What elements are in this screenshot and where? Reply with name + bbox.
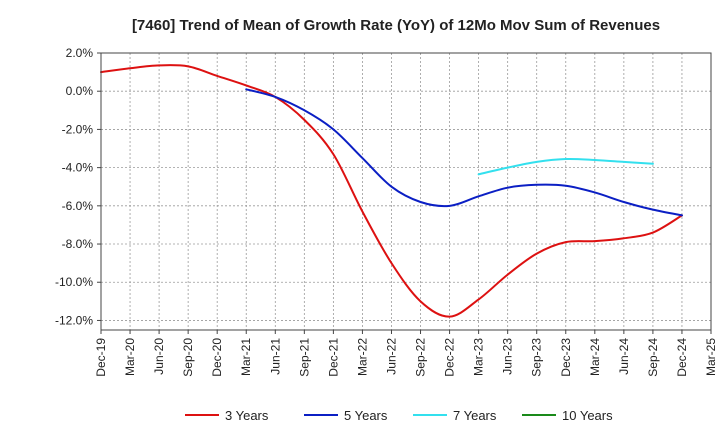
x-tick-label: Sep-22 bbox=[414, 338, 428, 377]
x-tick-label: Dec-24 bbox=[675, 338, 689, 377]
legend-label: 7 Years bbox=[453, 408, 497, 423]
chart-title: [7460] Trend of Mean of Growth Rate (YoY… bbox=[132, 17, 660, 34]
legend-label: 5 Years bbox=[344, 408, 388, 423]
x-tick-label: Sep-21 bbox=[297, 338, 311, 377]
y-tick-label: -12.0% bbox=[55, 313, 93, 327]
y-tick-label: -10.0% bbox=[55, 275, 93, 289]
x-tick-label: Dec-22 bbox=[443, 338, 457, 377]
y-tick-label: 0.0% bbox=[66, 84, 94, 98]
y-axis-ticks: 2.0% 0.0% -2.0% -4.0% -6.0% -8.0% -10.0% -12.0% bbox=[55, 46, 101, 327]
x-tick-label: Dec-20 bbox=[210, 338, 224, 377]
x-tick-label: Sep-23 bbox=[530, 338, 544, 377]
x-tick-label: Mar-23 bbox=[472, 338, 486, 376]
x-tick-label: Sep-24 bbox=[646, 338, 660, 377]
x-tick-label: Mar-20 bbox=[123, 338, 137, 376]
x-tick-label: Mar-22 bbox=[355, 338, 369, 376]
x-tick-label: Dec-19 bbox=[94, 338, 108, 377]
y-tick-label: -4.0% bbox=[62, 161, 94, 175]
x-tick-label: Jun-21 bbox=[268, 338, 282, 375]
x-axis-ticks: Dec-19 Mar-20 Jun-20 Sep-20 Dec-20 Mar-21 Jun-… bbox=[94, 330, 718, 377]
series-lines bbox=[100, 64, 683, 318]
x-tick-label: Dec-21 bbox=[326, 338, 340, 377]
series-line-3-years bbox=[100, 64, 683, 318]
x-tick-label: Jun-23 bbox=[501, 338, 515, 375]
y-tick-label: -6.0% bbox=[62, 199, 94, 213]
y-tick-label: -2.0% bbox=[62, 122, 94, 136]
x-tick-label: Jun-24 bbox=[617, 338, 631, 375]
series-line-5-years bbox=[245, 88, 683, 217]
x-tick-label: Jun-20 bbox=[152, 338, 166, 375]
plot-frame bbox=[100, 52, 712, 331]
x-tick-label: Jun-22 bbox=[384, 338, 398, 375]
legend: 3 Years 5 Years 7 Years 10 Years bbox=[185, 408, 613, 423]
legend-label: 3 Years bbox=[225, 408, 269, 423]
x-tick-label: Mar-25 bbox=[704, 338, 718, 376]
y-tick-label: -8.0% bbox=[62, 237, 94, 251]
x-tick-label: Mar-24 bbox=[588, 338, 602, 376]
x-tick-label: Dec-23 bbox=[559, 338, 573, 377]
y-tick-label: 2.0% bbox=[66, 46, 94, 60]
series-line-7-years bbox=[477, 157, 654, 176]
x-tick-label: Sep-20 bbox=[181, 338, 195, 377]
legend-label: 10 Years bbox=[562, 408, 613, 423]
x-tick-label: Mar-21 bbox=[239, 338, 253, 376]
grid-lines bbox=[101, 52, 711, 330]
